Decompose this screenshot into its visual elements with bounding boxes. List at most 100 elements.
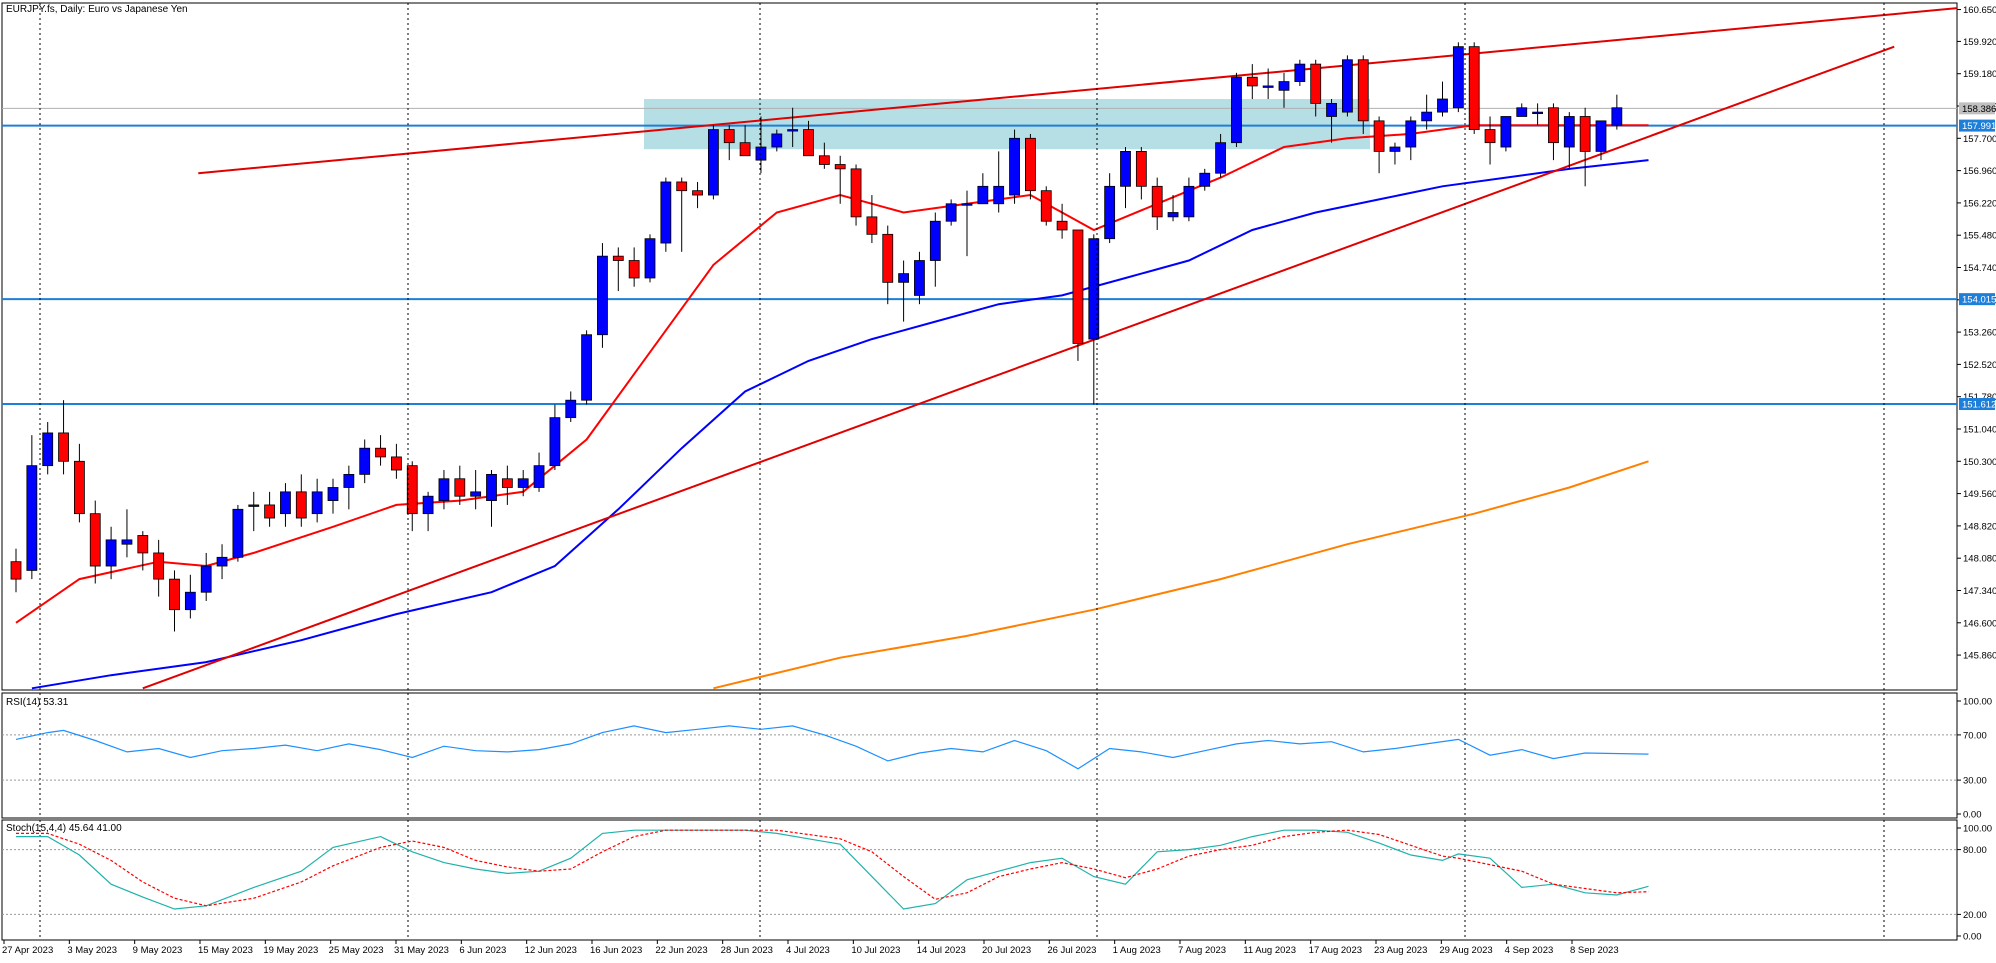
candle-body	[486, 473, 497, 501]
candle-body	[914, 260, 925, 296]
indicator-tick-label: 0.00	[1963, 932, 1982, 943]
price-tag-label: 151.612	[1962, 400, 1996, 411]
stoch-main-line	[16, 829, 1649, 910]
candle-body	[454, 478, 466, 497]
candle-body	[517, 478, 529, 488]
candle-body	[1088, 238, 1100, 340]
candle-body	[739, 142, 751, 157]
candle-body	[597, 255, 608, 336]
candle-body	[834, 164, 846, 170]
candle-body	[1357, 59, 1369, 122]
candle-body	[232, 508, 244, 558]
candle-body	[882, 233, 894, 283]
price-tick-label: 154.740	[1963, 263, 1996, 274]
candle-body	[612, 255, 624, 261]
candle-body	[993, 185, 1005, 205]
date-tick-label: 16 Jun 2023	[590, 945, 642, 956]
candle-body	[280, 491, 291, 515]
candle-body	[1342, 59, 1353, 113]
price-tick-label: 156.220	[1963, 198, 1996, 209]
candle-body	[1072, 229, 1084, 344]
candle-body	[406, 465, 418, 515]
date-tick-label: 25 May 2023	[329, 945, 384, 956]
price-tick-label: 151.780	[1963, 392, 1996, 403]
trend-line	[142, 45, 1895, 690]
candle-body	[628, 260, 640, 279]
stoch-label: Stoch(15,4,4)	[6, 823, 67, 834]
main-plot	[2, 7, 1957, 690]
candle-body	[184, 591, 196, 611]
indicator-tick-label: 20.00	[1963, 910, 1987, 921]
candle-body	[818, 155, 830, 165]
price-tag-label: 158.386	[1962, 104, 1996, 115]
candle-body	[1595, 120, 1607, 152]
candle-body	[1611, 107, 1623, 126]
candle-body	[1516, 107, 1528, 117]
candle-body	[26, 465, 38, 571]
candle-body	[295, 491, 307, 519]
date-tick-label: 9 May 2023	[133, 945, 183, 956]
price-tag	[1959, 119, 1995, 132]
price-tag	[1959, 102, 1995, 115]
resistance-zone	[644, 99, 1370, 150]
price-tick-label: 148.080	[1963, 554, 1996, 565]
date-tick-label: 26 Jul 2023	[1047, 945, 1096, 956]
candle-body	[1437, 98, 1448, 113]
candle-body	[660, 181, 672, 244]
candle-body	[676, 181, 688, 192]
stoch-value: 45.64 41.00	[68, 823, 122, 834]
stoch-title: Stoch(15,4,4) 45.64 41.00	[6, 823, 122, 834]
candle-body	[977, 185, 989, 205]
candle-body	[1278, 81, 1290, 91]
candle-body	[1009, 137, 1020, 196]
candle-body	[1532, 111, 1543, 115]
candle-body	[1167, 212, 1179, 218]
candle-body	[169, 578, 180, 611]
candle-body	[771, 133, 783, 148]
candle-body	[10, 561, 22, 580]
price-tick-label: 150.300	[1963, 457, 1996, 468]
timeframe-label: Daily	[60, 4, 83, 15]
date-tick-label: 23 Aug 2023	[1374, 945, 1427, 956]
candle-body	[1548, 107, 1559, 144]
chart-title: EURJPY.fs, Daily: Euro vs Japanese Yen	[6, 4, 188, 15]
candle-body	[803, 129, 814, 157]
candle-body	[1452, 46, 1464, 109]
candle-body	[105, 539, 117, 567]
symbol-label: EURJPY.fs	[6, 4, 55, 15]
price-tick-label: 152.520	[1963, 360, 1996, 371]
price-tick-label: 151.040	[1963, 424, 1996, 435]
candle-body	[1215, 142, 1226, 174]
candle-body	[375, 447, 386, 458]
date-tick-label: 1 Aug 2023	[1113, 945, 1161, 956]
indicator-tick-label: 100.00	[1963, 824, 1992, 835]
candle-body	[1199, 172, 1211, 187]
date-tick-label: 4 Sep 2023	[1505, 945, 1554, 956]
candle-body	[1262, 85, 1274, 88]
candle-body	[1484, 129, 1496, 144]
date-tick-label: 22 Jun 2023	[655, 945, 707, 956]
price-tick-label: 147.340	[1963, 586, 1996, 597]
indicator-tick-label: 70.00	[1963, 730, 1987, 741]
rsi-title: RSI(14) 53.31	[6, 697, 68, 708]
price-tick-label: 146.600	[1963, 618, 1996, 629]
indicator-tick-label: 100.00	[1963, 697, 1992, 708]
date-tick-label: 29 Aug 2023	[1439, 945, 1492, 956]
indicator-tick-label: 0.00	[1963, 810, 1982, 821]
price-tick-label: 149.560	[1963, 489, 1996, 500]
price-tick-label: 160.650	[1963, 5, 1996, 16]
candle-body	[1500, 116, 1512, 148]
candle-body	[850, 168, 862, 218]
date-tick-label: 17 Aug 2023	[1309, 945, 1362, 956]
candle-body	[1183, 185, 1195, 218]
price-tick-label: 159.180	[1963, 69, 1996, 80]
price-tick-label: 145.860	[1963, 651, 1996, 662]
candle-body	[248, 504, 260, 507]
candle-body	[1563, 116, 1575, 148]
indicator-tick-label: 80.00	[1963, 845, 1987, 856]
candle-body	[1373, 120, 1385, 152]
candle-body	[1310, 63, 1322, 104]
candle-body	[200, 565, 212, 593]
candle-body	[422, 495, 434, 515]
date-tick-label: 14 Jul 2023	[917, 945, 966, 956]
